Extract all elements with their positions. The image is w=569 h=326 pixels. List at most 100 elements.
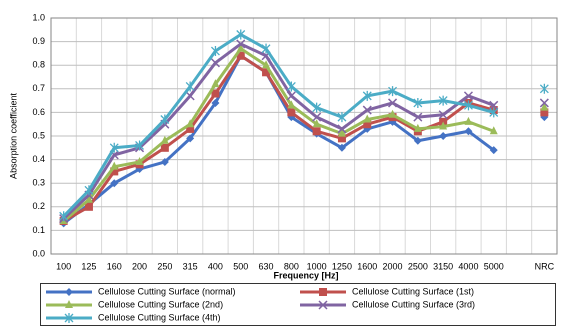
marker xyxy=(210,46,220,57)
marker xyxy=(464,116,473,125)
marker xyxy=(186,119,195,128)
marker xyxy=(463,100,473,111)
marker xyxy=(160,143,169,152)
plot-border xyxy=(50,17,558,255)
marker xyxy=(109,150,119,160)
x-tick-label: 630 xyxy=(259,261,274,271)
marker xyxy=(489,146,498,155)
x-tick-label: 2500 xyxy=(408,261,428,271)
marker xyxy=(363,120,372,129)
marker xyxy=(211,98,220,107)
x-tick-label: 1600 xyxy=(357,261,377,271)
marker xyxy=(261,43,271,54)
marker xyxy=(413,136,422,145)
marker xyxy=(439,132,448,140)
legend-label: Cellulose Cutting Surface (3rd) xyxy=(352,299,475,309)
marker xyxy=(312,127,321,136)
x-tick-label: 4000 xyxy=(458,261,478,271)
marker xyxy=(185,91,195,101)
marker xyxy=(186,134,195,143)
marker xyxy=(413,123,422,132)
y-tick-label: 0.8 xyxy=(32,60,45,70)
marker xyxy=(135,156,144,165)
marker xyxy=(211,79,220,88)
marker xyxy=(438,95,448,106)
marker xyxy=(210,58,220,68)
x-tick-label: 250 xyxy=(157,261,172,271)
y-axis-label: Absorption coefficient xyxy=(8,93,18,179)
marker xyxy=(540,102,549,111)
y-tick-label: 0.0 xyxy=(32,248,45,258)
marker xyxy=(337,143,346,152)
x-tick-label: 1000 xyxy=(307,261,327,271)
marker xyxy=(539,83,549,94)
marker xyxy=(160,114,170,125)
legend-label: Cellulose Cutting Surface (normal) xyxy=(98,286,236,296)
y-tick-label: 0.3 xyxy=(32,178,45,188)
marker xyxy=(236,29,246,40)
x-tick-label: 3150 xyxy=(433,261,453,271)
x-tick-label: 160 xyxy=(107,261,122,271)
marker xyxy=(312,119,321,128)
marker xyxy=(84,202,93,211)
marker xyxy=(84,185,94,196)
marker xyxy=(186,124,195,133)
marker xyxy=(438,110,448,120)
marker xyxy=(236,43,245,52)
marker xyxy=(262,60,271,69)
marker xyxy=(413,97,423,108)
legend-label: Cellulose Cutting Surface (1st) xyxy=(352,286,474,296)
x-tick-label: 500 xyxy=(233,261,248,271)
marker xyxy=(362,90,372,101)
marker xyxy=(185,81,195,92)
marker xyxy=(337,112,347,123)
y-tick-label: 0.2 xyxy=(32,201,45,211)
marker xyxy=(489,126,498,135)
y-tick-label: 0.5 xyxy=(32,130,45,140)
marker xyxy=(160,135,169,144)
marker xyxy=(236,51,245,60)
marker xyxy=(337,134,346,143)
marker xyxy=(110,161,119,170)
legend xyxy=(40,283,556,326)
x-tick-label: 800 xyxy=(284,261,299,271)
marker xyxy=(413,112,423,122)
marker xyxy=(160,157,169,166)
marker xyxy=(135,140,145,151)
y-tick-label: 0.6 xyxy=(32,107,45,117)
x-tick-label: 1250 xyxy=(332,261,352,271)
x-tick-label: 400 xyxy=(208,261,223,271)
legend-marker xyxy=(318,300,328,310)
marker xyxy=(439,121,448,130)
marker xyxy=(388,98,398,108)
marker xyxy=(84,194,93,203)
marker xyxy=(362,105,372,115)
x-axis-label: Frequency [Hz] xyxy=(273,270,338,280)
marker xyxy=(287,108,296,117)
x-tick-label: 315 xyxy=(183,261,198,271)
legend-label: Cellulose Cutting Surface (2nd) xyxy=(98,299,223,309)
marker xyxy=(388,109,397,118)
x-tick-label: 2000 xyxy=(383,261,403,271)
marker xyxy=(539,98,549,108)
y-tick-label: 0.1 xyxy=(32,225,45,235)
marker xyxy=(388,86,398,97)
y-tick-label: 0.4 xyxy=(32,154,45,164)
marker xyxy=(109,142,119,153)
marker xyxy=(286,81,296,92)
legend-marker xyxy=(64,313,74,323)
legend-marker xyxy=(65,288,73,296)
x-tick-label: NRC xyxy=(535,261,555,271)
y-tick-label: 0.7 xyxy=(32,83,45,93)
marker xyxy=(110,179,119,188)
marker xyxy=(286,91,296,101)
marker xyxy=(363,114,372,123)
marker xyxy=(287,100,296,109)
marker xyxy=(312,102,322,113)
legend-marker xyxy=(65,300,73,308)
y-tick-label: 0.9 xyxy=(32,36,45,46)
marker xyxy=(312,112,322,122)
marker xyxy=(337,124,347,134)
